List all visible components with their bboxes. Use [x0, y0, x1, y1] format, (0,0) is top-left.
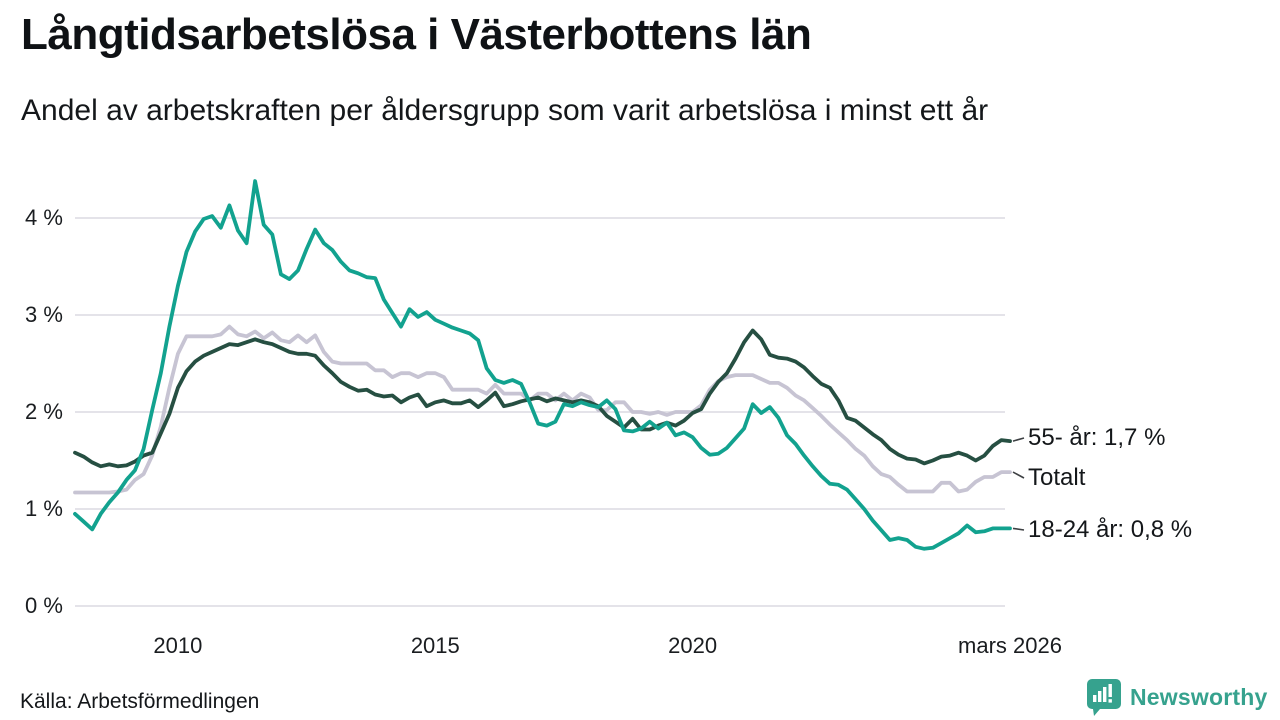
y-tick-label: 1 % — [25, 496, 63, 521]
series-line-youth — [73, 179, 1012, 551]
x-tick-label: 2010 — [153, 633, 203, 658]
y-tick-label: 4 % — [25, 205, 63, 230]
x-tick-label: mars 2026 — [958, 633, 1062, 658]
x-tick-label: 2015 — [410, 633, 460, 658]
newsworthy-logo: Newsworthy — [1086, 678, 1267, 716]
page-title: Långtidsarbetslösa i Västerbottens län — [21, 10, 812, 59]
label-connector — [1012, 437, 1025, 442]
y-tick-label: 0 % — [25, 593, 63, 618]
bar-chart-speech-bubble-icon — [1087, 679, 1121, 716]
label-connector — [1012, 527, 1025, 531]
x-tick-label: 2020 — [668, 633, 718, 658]
end-label-total: Totalt — [1028, 464, 1086, 491]
series-line-55plus — [73, 328, 1012, 469]
end-label-youth: 18-24 år: 0,8 % — [1028, 516, 1193, 543]
chart-subtitle: Andel av arbetskraften per åldersgrupp s… — [21, 94, 989, 127]
end-label-55plus: 55- år: 1,7 % — [1028, 424, 1166, 451]
brand-name: Newsworthy — [1130, 683, 1268, 710]
label-connector — [1012, 471, 1025, 479]
y-tick-label: 2 % — [25, 399, 63, 424]
series-line-total — [73, 324, 1012, 495]
y-tick-label: 3 % — [25, 302, 63, 327]
source-note: Källa: Arbetsförmedlingen — [20, 690, 260, 713]
